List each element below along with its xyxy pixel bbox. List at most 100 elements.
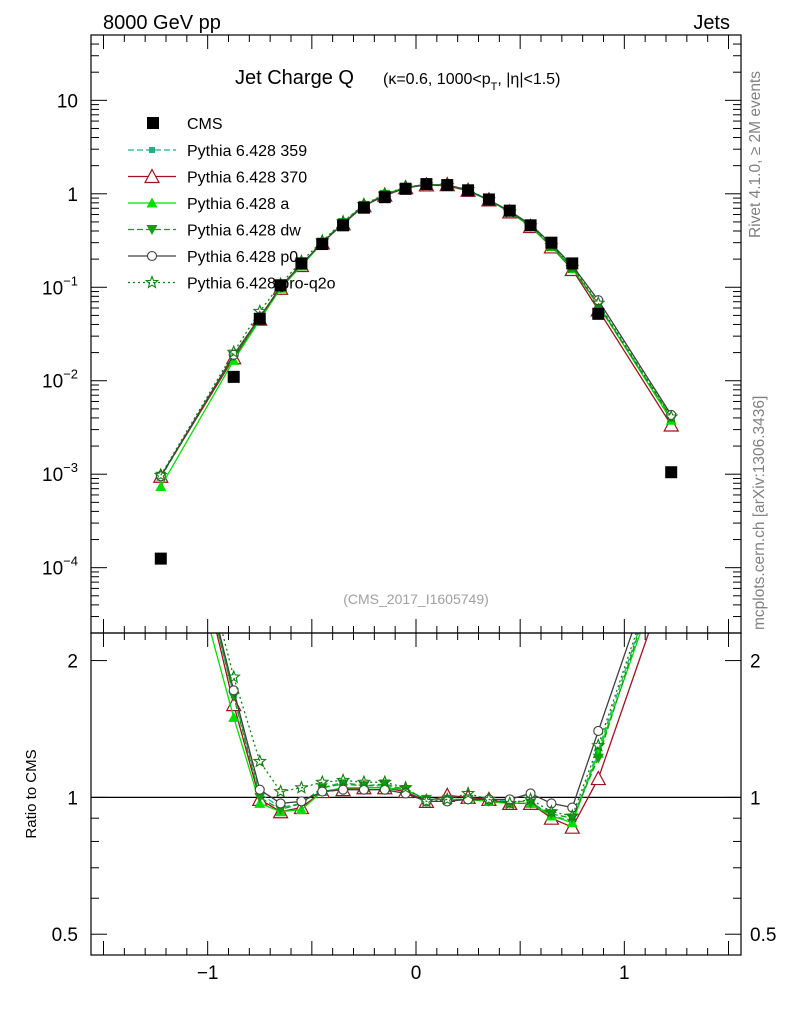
y-tick-label: 10−4 [42, 554, 78, 580]
ratio-point-pp0 [296, 796, 307, 807]
legend-label-p370: Pythia 6.428 370 [187, 170, 307, 187]
series-point-pq2o [153, 467, 168, 482]
series-point-pq2o [591, 295, 606, 310]
ratio-y-tick-label: 1 [67, 788, 78, 809]
ratio-point-pa [155, 442, 166, 452]
ratio-point-pq2o [591, 738, 606, 752]
legend-entry-p370: Pythia 6.428 370 [128, 168, 307, 187]
rivet-label: Rivet 4.1.0, ≥ 2M events [747, 71, 764, 238]
cms-data-point [399, 182, 412, 195]
cms-data-point [253, 312, 266, 325]
y-tick-label: 10 [57, 91, 78, 112]
y-tick-label: 10−3 [42, 460, 78, 486]
legend-marker-pp0 [146, 250, 158, 262]
ratio-point-pp0 [275, 798, 286, 809]
cms-data-point [316, 238, 329, 251]
ratio-point-pq2o [502, 795, 517, 810]
ratio-y-tick-label: 0.5 [52, 925, 78, 946]
legend-marker-pa [146, 197, 158, 208]
legend-entry-p359: Pythia 6.428 359 [128, 143, 307, 160]
ratio-point-pdw [254, 792, 266, 803]
x-tick-label: 1 [619, 963, 630, 984]
cms-data-point [337, 219, 350, 232]
ratio-point-pq2o [398, 780, 413, 794]
ratio-plot-area: −1 0 1 2 2 1 1 0.5 0.5 Ratio to CMS [23, 386, 776, 984]
cms-data-point [357, 201, 370, 214]
ratio-point-pq2o [226, 669, 241, 684]
ratio-point-pq2o [273, 784, 288, 798]
ratio-point-pq2o [565, 808, 580, 823]
cms-data-point [524, 219, 537, 232]
cms-data-point [441, 179, 454, 192]
ratio-point-p370 [154, 390, 168, 403]
ratio-point-pq2o [481, 791, 497, 806]
legend-marker-pq2o [144, 274, 160, 289]
ratio-series [154, 386, 678, 834]
series-point-pp0 [593, 295, 604, 306]
x-tick-label: −1 [197, 963, 219, 984]
y-tick-label: 1 [67, 185, 78, 206]
legend-cms-marker [147, 117, 159, 129]
ratio-point-p359 [668, 531, 674, 537]
ratio-point-pp0 [667, 514, 676, 523]
legend-entry-pa: Pythia 6.428 a [128, 196, 289, 213]
ratio-point-pq2o [460, 785, 476, 800]
header-right: Jets [693, 12, 730, 34]
ratio-frame [90, 632, 742, 956]
legend: CMS Pythia 6.428 359 Pythia 6.428 370 Pyth… [128, 116, 336, 293]
cms-data-point [295, 257, 308, 270]
ratio-point-p370 [664, 561, 678, 574]
cms-data-point [566, 257, 579, 270]
series-point-pq2o [664, 409, 679, 423]
ratio-point-pq2o [294, 780, 309, 794]
ratio-point-pq2o [377, 774, 392, 789]
cms-data-point [482, 193, 495, 206]
main-series [152, 176, 680, 565]
ratio-point-pp0 [228, 685, 239, 696]
ratio-point-pq2o [335, 772, 351, 787]
y-tick-label: 10−1 [42, 273, 78, 299]
cms-data-point [378, 191, 391, 204]
ratio-point-pp0 [338, 784, 349, 795]
ratio-point-pdw [592, 753, 604, 764]
y-tick-label: 10−2 [42, 367, 78, 393]
series-point-pa [155, 481, 167, 492]
cms-data-point [592, 307, 605, 320]
cms-data-point [545, 236, 558, 249]
legend-marker-p359 [149, 147, 155, 153]
ratio-point-pp0 [156, 393, 165, 402]
ratio-y-tick-label: 2 [67, 652, 78, 673]
chart-title: Jet Charge Q [235, 67, 354, 89]
legend-label-p359: Pythia 6.428 359 [187, 143, 307, 160]
ratio-y-tick-label-right: 1 [750, 788, 761, 809]
ratio-point-pq2o [155, 386, 166, 397]
legend-entry-pdw: Pythia 6.428 dw [128, 223, 301, 240]
chart-title-sub: (κ=0.6, 1000<pT, |η|<1.5) [383, 71, 560, 93]
ratio-point-pp0 [546, 798, 557, 809]
main-plot-area: Jet Charge Q (κ=0.6, 1000<pT, |η|<1.5) (… [42, 34, 742, 634]
ratio-point-pa [295, 804, 307, 815]
mcplots-label: mcplots.cern.ch [arXiv:1306.3436] [751, 396, 768, 630]
ratio-point-pa [254, 797, 266, 808]
legend-label-pa: Pythia 6.428 a [187, 196, 289, 213]
header-left: 8000 GeV pp [103, 12, 221, 34]
cms-data-point [503, 204, 516, 217]
cms-data-point [274, 279, 287, 292]
ratio-point-pa [228, 711, 240, 722]
ratio-point-p359 [158, 399, 164, 405]
ratio-point-pdw [155, 393, 166, 403]
ratio-point-pq2o [315, 774, 330, 789]
analysis-watermark: (CMS_2017_I1605749) [343, 591, 489, 607]
cms-data-point [462, 184, 475, 197]
ratio-point-pp0 [567, 802, 578, 813]
ratio-y-tick-label-right: 2 [750, 652, 761, 673]
legend-label-pp0: Pythia 6.428 p0 [187, 249, 298, 266]
legend-marker-p370 [143, 168, 161, 184]
cms-data-point [227, 370, 240, 383]
ratio-y-tick-label-right: 0.5 [750, 925, 776, 946]
ratio-point-pq2o [523, 791, 538, 806]
legend-entry-pp0: Pythia 6.428 p0 [128, 249, 298, 266]
ratio-point-p370 [590, 770, 607, 786]
ratio-point-pa [666, 539, 677, 549]
